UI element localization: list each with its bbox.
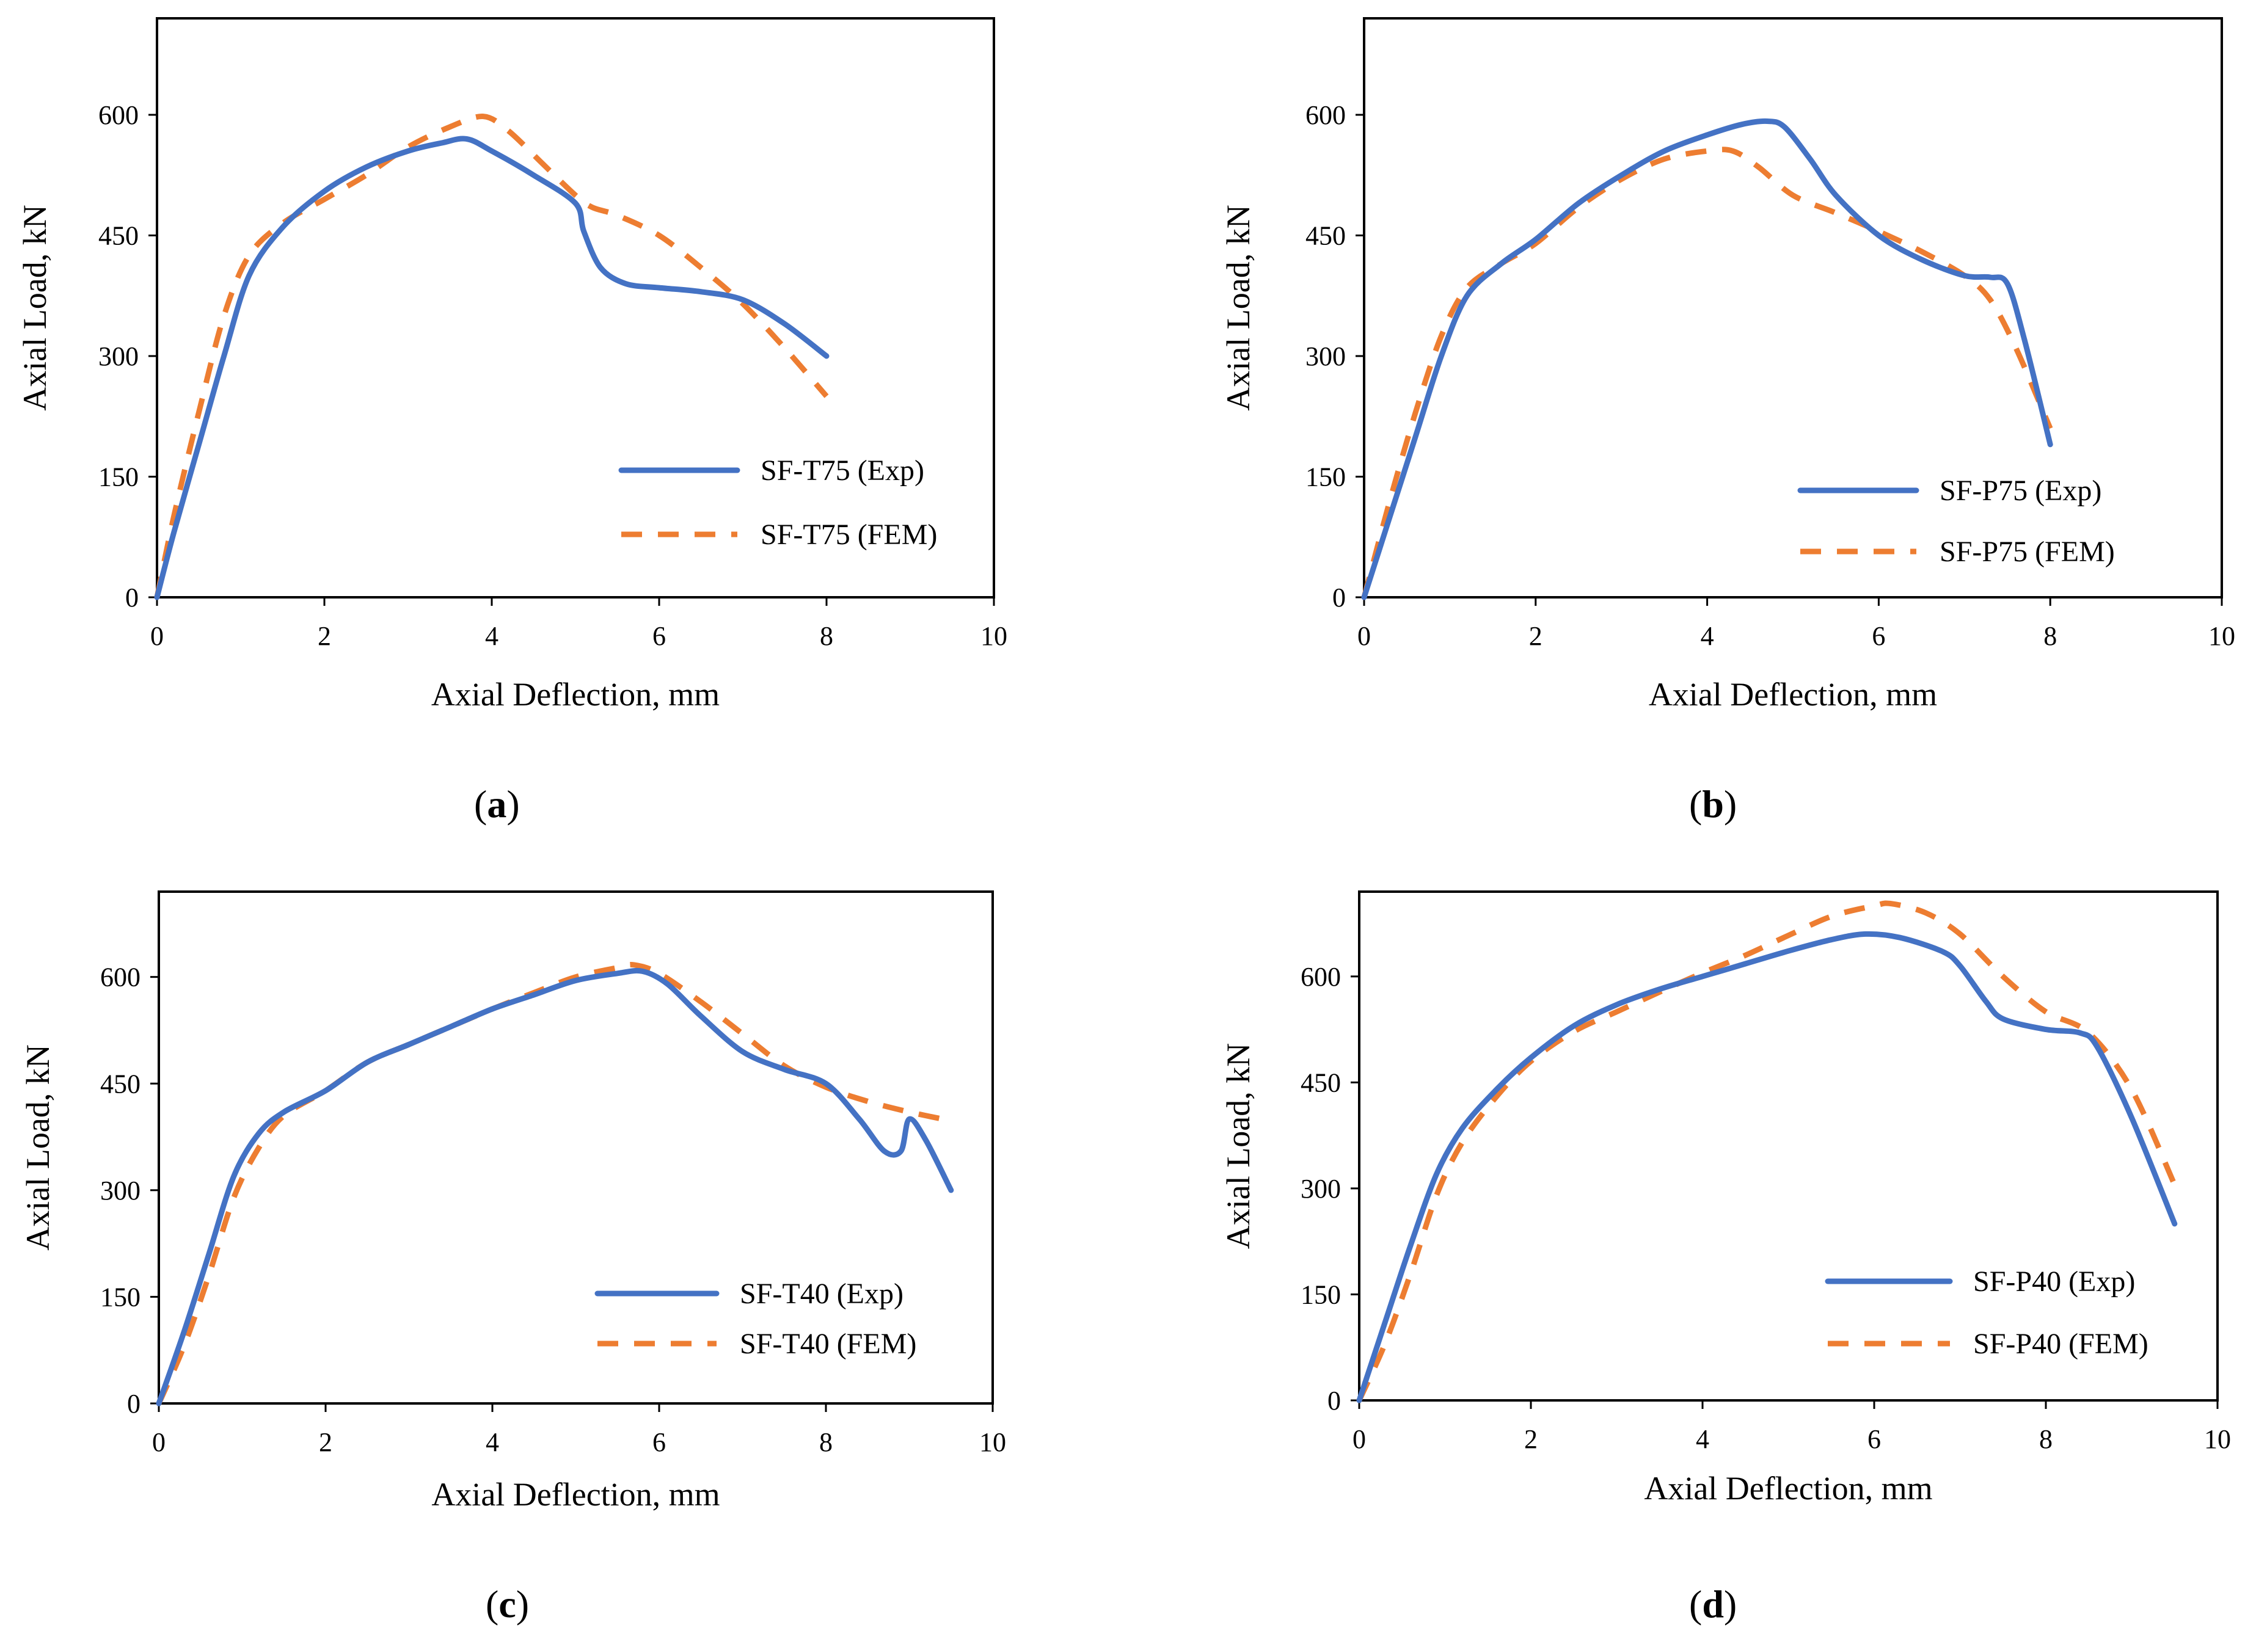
- chart-panel-d: 0 2 4 6 8 10 0 150 300 450 600 Axial Deflection, mm…: [1173, 855, 2236, 1563]
- panel-letter-d: (d): [1689, 1582, 1737, 1626]
- x-tick-label: 8: [820, 621, 833, 651]
- y-tick-label: 150: [100, 1282, 141, 1312]
- y-tick-label: 300: [1305, 341, 1346, 371]
- y-tick-label: 0: [1327, 1386, 1341, 1416]
- y-axis-title: Axial Load, kN: [16, 205, 53, 410]
- y-tick-label: 300: [100, 1176, 141, 1206]
- legend-label: SF-P75 (FEM): [1940, 536, 2115, 568]
- legend-label: SF-T40 (FEM): [740, 1328, 916, 1360]
- legend: SF-P75 (Exp) SF-P75 (FEM): [1797, 475, 2115, 568]
- x-tick-label: 6: [1867, 1424, 1881, 1454]
- y-axis-title: Axial Load, kN: [1220, 205, 1257, 410]
- x-tick-label: 0: [1352, 1424, 1366, 1454]
- legend-label: SF-P40 (FEM): [1973, 1328, 2148, 1360]
- x-axis-title: Axial Deflection, mm: [431, 1476, 720, 1513]
- legend-label: SF-P75 (Exp): [1940, 475, 2101, 507]
- y-tick-label: 150: [98, 462, 139, 492]
- panel-letter-a: (a): [474, 782, 520, 826]
- x-tick-label: 10: [979, 1427, 1006, 1457]
- x-axis-title: Axial Deflection, mm: [1644, 1470, 1932, 1507]
- legend-label: SF-T40 (Exp): [740, 1278, 903, 1310]
- y-tick-label: 600: [98, 100, 139, 130]
- series-line-fem: [1356, 900, 2177, 1402]
- x-tick-label: 10: [2204, 1424, 2231, 1454]
- y-tick-label: 450: [100, 1069, 141, 1099]
- chart-a: 0 2 4 6 8 10 0 150 300 450 600 Axial Deflection, mm…: [16, 17, 1007, 713]
- y-tick-label: 450: [1301, 1068, 1341, 1097]
- panel-letter-c: (c): [486, 1582, 530, 1626]
- x-tick-label: 2: [318, 621, 331, 651]
- series-line-exp: [154, 136, 830, 600]
- x-axis-title: Axial Deflection, mm: [1649, 676, 1937, 713]
- y-tick-label: 150: [1301, 1279, 1341, 1309]
- x-tick-label: 8: [2043, 621, 2057, 651]
- series-line-exp: [156, 967, 954, 1406]
- y-tick-label: 600: [1305, 100, 1346, 130]
- x-tick-label: 4: [485, 621, 498, 651]
- x-tick-label: 0: [1357, 621, 1371, 651]
- x-tick-label: 6: [652, 621, 666, 651]
- x-tick-label: 2: [319, 1427, 332, 1457]
- chart-panel-a: 0 2 4 6 8 10 0 150 300 450 600 Axial Deflection, mm…: [0, 0, 1087, 733]
- y-tick-label: 0: [127, 1389, 141, 1419]
- chart-panel-c: 0 2 4 6 8 10 0 150 300 450 600 Axial Deflection, mm…: [0, 855, 1087, 1563]
- chart-b: 0 2 4 6 8 10 0 150 300 450 600 Axial Deflection, mm…: [1220, 17, 2235, 713]
- chart-c: 0 2 4 6 8 10 0 150 300 450 600 Axial Deflection, mm…: [20, 890, 1006, 1513]
- x-tick-label: 10: [980, 621, 1007, 651]
- y-tick-label: 300: [1301, 1174, 1341, 1204]
- plot-area: [1358, 890, 2219, 1402]
- chart-panel-b: 0 2 4 6 8 10 0 150 300 450 600 Axial Deflection, mm…: [1173, 0, 2236, 733]
- panel-letter-b: (b): [1689, 782, 1737, 826]
- x-tick-label: 10: [2208, 621, 2235, 651]
- x-tick-label: 6: [652, 1427, 666, 1457]
- y-tick-label: 300: [98, 341, 139, 371]
- x-tick-label: 4: [1701, 621, 1714, 651]
- y-axis-title: Axial Load, kN: [20, 1044, 56, 1250]
- legend-label: SF-T75 (Exp): [761, 454, 924, 487]
- x-tick-label: 2: [1524, 1424, 1538, 1454]
- series-line-fem: [1361, 147, 2053, 599]
- y-tick-label: 450: [1305, 221, 1346, 251]
- plot-area: [158, 890, 994, 1405]
- y-tick-label: 450: [98, 221, 139, 251]
- chart-d: 0 2 4 6 8 10 0 150 300 450 600 Axial Deflection, mm…: [1220, 890, 2231, 1507]
- series-line-fem: [154, 114, 829, 598]
- plot-area: [1363, 17, 2223, 599]
- x-tick-label: 8: [2039, 1424, 2053, 1454]
- series-line-exp: [1356, 931, 2178, 1403]
- legend: SF-T40 (Exp) SF-T40 (FEM): [594, 1278, 916, 1360]
- x-tick-label: 0: [152, 1427, 166, 1457]
- x-tick-label: 8: [819, 1427, 833, 1457]
- y-axis-title: Axial Load, kN: [1220, 1043, 1257, 1249]
- x-tick-label: 6: [1872, 621, 1885, 651]
- x-tick-label: 0: [150, 621, 164, 651]
- legend: SF-T75 (Exp) SF-T75 (FEM): [618, 454, 937, 551]
- x-tick-label: 4: [1696, 1424, 1709, 1454]
- plot-area: [156, 17, 995, 599]
- x-axis-title: Axial Deflection, mm: [431, 676, 720, 713]
- legend-label: SF-P40 (Exp): [1973, 1265, 2135, 1298]
- series-line-fem: [156, 962, 944, 1405]
- legend-label: SF-T75 (FEM): [761, 519, 937, 551]
- y-tick-label: 150: [1305, 462, 1346, 492]
- y-tick-label: 0: [1332, 583, 1346, 613]
- series-line-exp: [1361, 118, 2053, 600]
- x-tick-label: 2: [1529, 621, 1542, 651]
- legend: SF-P40 (Exp) SF-P40 (FEM): [1825, 1265, 2148, 1360]
- y-tick-label: 600: [1301, 962, 1341, 992]
- y-tick-label: 600: [100, 962, 141, 992]
- y-tick-label: 0: [125, 583, 139, 613]
- x-tick-label: 4: [486, 1427, 499, 1457]
